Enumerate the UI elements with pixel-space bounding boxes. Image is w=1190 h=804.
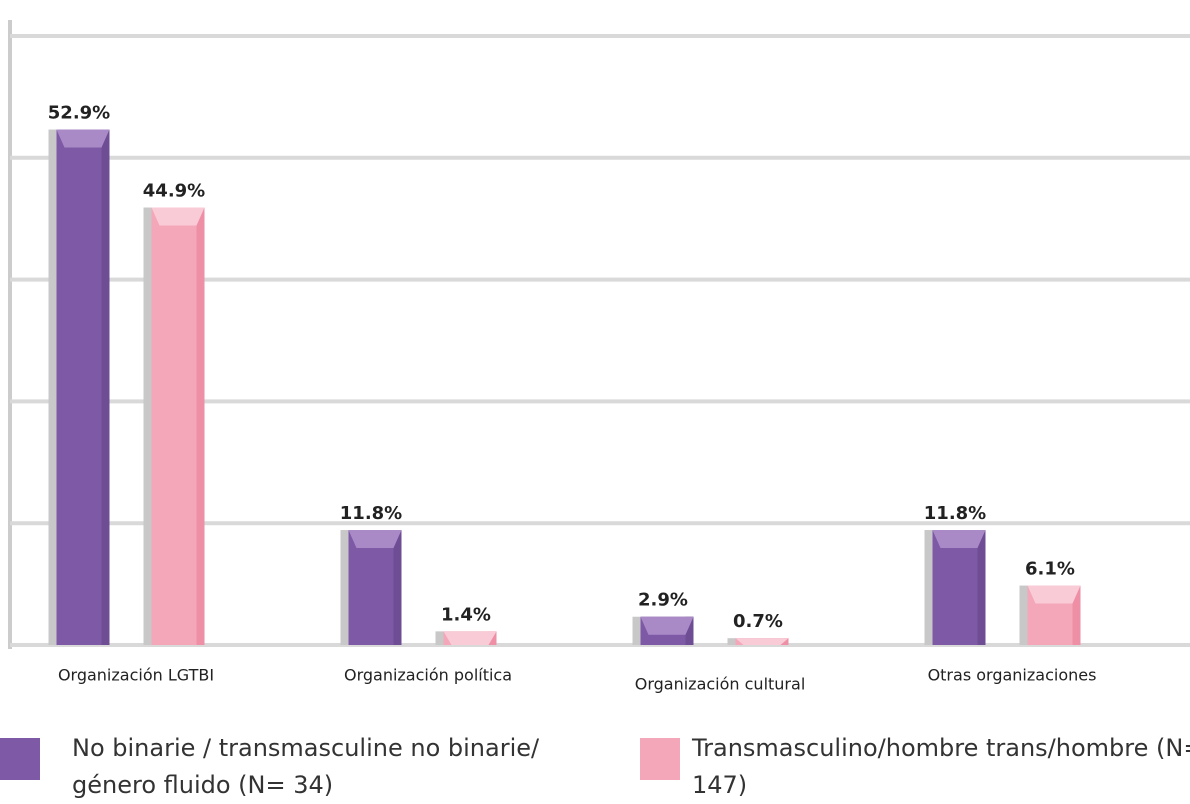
bar-bevel [443, 631, 497, 645]
bar-bevel [348, 530, 402, 549]
bar-bevel [932, 530, 986, 549]
value-label: 1.4% [441, 604, 491, 625]
value-label: 0.7% [733, 611, 783, 632]
bar-edge [393, 530, 402, 645]
legend-label: No binarie / transmasculine no binarie/ … [72, 734, 540, 799]
chart: Organización LGTBI 52.9% 44.9% Organización… [8, 20, 1190, 694]
bar [348, 530, 402, 645]
legend-swatch [0, 738, 40, 780]
value-label: 2.9% [638, 590, 688, 611]
bar [151, 207, 205, 646]
bar [56, 129, 110, 645]
value-label: 52.9% [48, 103, 110, 124]
legend-swatch [640, 738, 680, 780]
bar-edge [1072, 585, 1081, 645]
legend-label: Transmasculino/hombre trans/hombre (N= 1… [692, 734, 1190, 799]
bar-edge [101, 129, 110, 645]
bar-bevel [735, 638, 789, 645]
value-label: 11.8% [924, 503, 986, 524]
value-label: 11.8% [340, 503, 402, 524]
bar-bevel [151, 207, 205, 226]
x-tick-label: Organización política [344, 666, 512, 685]
value-label: 44.9% [143, 180, 205, 201]
bar-edge [196, 207, 205, 646]
bar-edge [977, 530, 986, 645]
bar-bevel [56, 129, 110, 148]
bar [932, 530, 986, 645]
bar-bevel [1027, 585, 1081, 604]
bar-edge [685, 616, 694, 645]
x-tick-label: Otras organizaciones [928, 666, 1097, 685]
x-tick-label: Organización cultural [635, 675, 806, 694]
value-label: 6.1% [1025, 559, 1075, 580]
bar-bevel [640, 616, 694, 635]
x-tick-label: Organización LGTBI [58, 666, 214, 685]
